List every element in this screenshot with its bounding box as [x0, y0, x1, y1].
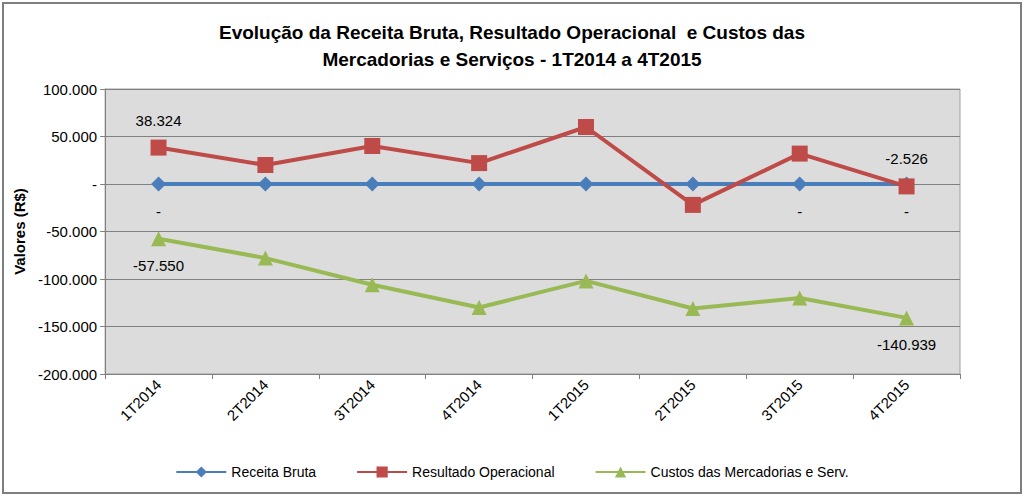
svg-text:-150.000: -150.000 [38, 318, 97, 335]
svg-text:-100.000: -100.000 [38, 271, 97, 288]
svg-text:-: - [92, 176, 97, 193]
svg-text:-50.000: -50.000 [46, 223, 97, 240]
svg-text:2T2015: 2T2015 [651, 376, 699, 424]
svg-text:50.000: 50.000 [51, 128, 97, 145]
svg-text:-57.550: -57.550 [133, 257, 184, 274]
svg-text:Resultado Operacional: Resultado Operacional [412, 464, 554, 480]
svg-text:3T2015: 3T2015 [758, 376, 806, 424]
svg-text:Custos das Mercadorias e Serv.: Custos das Mercadorias e Serv. [651, 464, 849, 480]
svg-text:2T2014: 2T2014 [223, 376, 271, 424]
svg-text:1T2014: 1T2014 [117, 376, 165, 424]
svg-text:38.324: 38.324 [136, 112, 182, 129]
svg-text:-: - [156, 203, 161, 220]
svg-text:Mercadorias e Serviços - 1T201: Mercadorias e Serviços - 1T2014 a 4T2015 [322, 49, 702, 70]
svg-text:-140.939: -140.939 [877, 336, 936, 353]
svg-text:Valores (R$): Valores (R$) [11, 188, 28, 275]
svg-text:Evolução da Receita Bruta, Res: Evolução da Receita Bruta, Resultado Ope… [219, 22, 805, 43]
svg-text:Receita Bruta: Receita Bruta [231, 464, 316, 480]
svg-text:4T2014: 4T2014 [437, 376, 485, 424]
svg-text:1T2015: 1T2015 [544, 376, 592, 424]
svg-text:3T2014: 3T2014 [330, 376, 378, 424]
svg-text:-200.000: -200.000 [38, 366, 97, 383]
svg-text:-2.526: -2.526 [885, 150, 928, 167]
svg-text:-: - [904, 203, 909, 220]
svg-text:4T2015: 4T2015 [865, 376, 913, 424]
svg-text:-: - [797, 203, 802, 220]
svg-text:100.000: 100.000 [43, 81, 97, 98]
